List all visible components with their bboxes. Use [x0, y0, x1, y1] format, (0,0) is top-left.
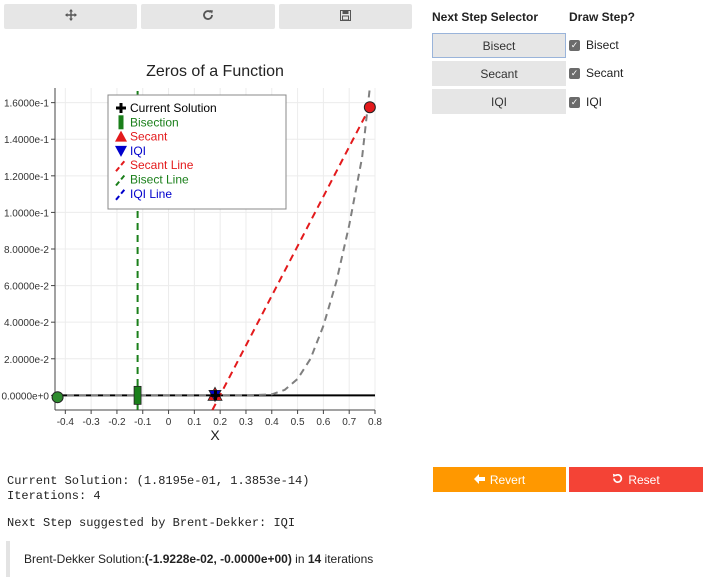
y-tick-label: 1.6000e-1: [4, 99, 49, 110]
legend-box: [107, 94, 287, 210]
function-curve: [55, 87, 371, 397]
y-tick-label: 6.0000e-2: [4, 282, 49, 293]
revert-label: Revert: [489, 472, 526, 487]
legend-current-solution-symbol: [116, 103, 126, 113]
save-icon: [339, 9, 351, 24]
draw-secant-row[interactable]: ✓ Secant: [569, 66, 623, 80]
legend-secant-line-symbol: [115, 158, 127, 172]
x-tick-label: 0.1: [187, 417, 201, 428]
x-tick-label: 0.5: [291, 417, 305, 428]
bisect-button[interactable]: Bisect: [432, 33, 566, 58]
secant-button[interactable]: Secant: [432, 61, 566, 86]
move-icon: [64, 9, 77, 24]
y-tick-label: 2.0000e-2: [4, 355, 49, 366]
reset-icon: [612, 473, 623, 487]
y-tick-label: 8.0000e-2: [4, 245, 49, 256]
legend-bisection-symbol: [118, 115, 124, 130]
right-bracket-marker: [363, 101, 376, 114]
x-tick-label: 0.6: [316, 417, 330, 428]
note-middle: in: [291, 552, 308, 566]
zeros-chart[interactable]: Zeros of a Function 0.0000e+0 2.0000e-2 4.0…: [0, 58, 390, 448]
legend-current-solution-label: Current Solution: [130, 101, 217, 115]
x-tick-label: 0.4: [265, 417, 279, 428]
revert-button[interactable]: Revert: [433, 467, 566, 492]
arrow-left-icon: [473, 473, 485, 487]
legend-iqi-label: IQI: [130, 144, 146, 158]
draw-iqi-row[interactable]: ✓ IQI: [569, 95, 602, 109]
x-tick-label: 0.2: [213, 417, 227, 428]
draw-secant-label: Secant: [586, 66, 624, 80]
save-button[interactable]: [278, 4, 412, 29]
legend-iqi-line-label: IQI Line: [130, 187, 172, 201]
current-solution-marker: [210, 390, 221, 401]
draw-bisect-checkbox[interactable]: ✓: [569, 39, 580, 51]
x-axis-label: X: [210, 427, 220, 443]
y-tick-label: 1.0000e-1: [4, 208, 49, 219]
note-suffix: iterations: [321, 552, 374, 566]
note-prefix: Brent-Dekker Solution:: [24, 552, 145, 566]
y-tick-label: 1.4000e-1: [4, 135, 49, 146]
bisection-marker: [133, 385, 142, 405]
x-tick-label: -0.2: [108, 417, 126, 428]
draw-iqi-label: IQI: [586, 95, 603, 109]
x-tick-label: -0.3: [83, 417, 101, 428]
chart-title: Zeros of a Function: [146, 63, 284, 80]
legend-bisection-label: Bisection: [130, 115, 179, 129]
reset-button[interactable]: Reset: [569, 467, 703, 492]
note-iterations: 14: [307, 552, 322, 566]
draw-iqi-checkbox[interactable]: ✓: [569, 96, 580, 108]
iterations-text: Iterations: 4: [7, 489, 101, 503]
legend-iqi-symbol: [115, 145, 127, 157]
brent-dekker-note: Brent-Dekker Solution: (-1.9228e-02, -0.…: [6, 541, 410, 577]
draw-step-title: Draw Step?: [569, 10, 636, 24]
refresh-icon: [202, 9, 214, 24]
y-tick-label: 1.2000e-1: [4, 172, 49, 183]
selector-title: Next Step Selector: [432, 10, 539, 24]
pan-button[interactable]: [4, 4, 138, 29]
reset-label: Reset: [628, 472, 660, 487]
y-tick-label: 0.0000e+0: [1, 391, 49, 402]
plot-area[interactable]: Zeros of a Function 0.0000e+0 2.0000e-2 4.0…: [0, 58, 390, 448]
left-bracket-marker: [51, 391, 64, 404]
legend-secant-symbol: [115, 130, 127, 142]
legend-secant-line-label: Secant Line: [130, 158, 194, 172]
draw-bisect-label: Bisect: [586, 38, 619, 52]
x-tick-label: -0.1: [134, 417, 152, 428]
x-tick-label: 0.3: [239, 417, 253, 428]
y-tick-label: 4.0000e-2: [4, 318, 49, 329]
plot-toolbar: [4, 4, 412, 29]
secant-line: [211, 106, 371, 411]
iqi-button[interactable]: IQI: [432, 89, 566, 114]
legend-bisect-line-label: Bisect Line: [130, 173, 189, 187]
refresh-button[interactable]: [141, 4, 275, 29]
x-tick-label: 0: [166, 417, 172, 428]
next-step-text: Next Step suggested by Brent-Dekker: IQI: [7, 516, 296, 530]
current-solution-text: Current Solution: (1.8195e-01, 1.3853e-1…: [7, 474, 310, 488]
legend-secant-label: Secant: [130, 130, 168, 144]
x-tick-label: 0.7: [342, 417, 356, 428]
draw-secant-checkbox[interactable]: ✓: [569, 67, 580, 79]
draw-bisect-row[interactable]: ✓ Bisect: [569, 38, 619, 52]
x-tick-label: 0.8: [368, 417, 382, 428]
legend-iqi-line-symbol: [115, 187, 127, 201]
note-solution: (-1.9228e-02, -0.0000e+00): [144, 552, 292, 566]
x-tick-label: -0.4: [57, 417, 75, 428]
legend-bisect-line-symbol: [115, 172, 127, 187]
